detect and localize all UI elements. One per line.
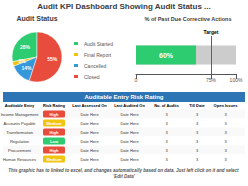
svg-text:3: 3 — [224, 112, 227, 117]
svg-text:Audit Status: Audit Status — [16, 15, 57, 22]
svg-text:Date Here: Date Here — [80, 139, 99, 144]
svg-text:3: 3 — [224, 121, 227, 126]
svg-text:60%: 60% — [159, 52, 174, 59]
svg-text:Date Here: Date Here — [80, 121, 99, 126]
svg-text:3: 3 — [165, 148, 168, 153]
svg-text:Date Here: Date Here — [120, 148, 139, 153]
svg-text:3: 3 — [196, 148, 199, 153]
svg-text:Human Resources: Human Resources — [3, 157, 36, 162]
svg-text:No. of Audits: No. of Audits — [154, 103, 180, 108]
svg-text:High: High — [50, 112, 59, 117]
svg-text:3: 3 — [196, 139, 199, 144]
svg-text:Target: Target — [204, 29, 219, 35]
svg-text:Medium: Medium — [46, 157, 62, 162]
svg-text:Audit KPI Dashboard Showing Au: Audit KPI Dashboard Showing Audit Status… — [37, 2, 210, 11]
svg-text:Date Here: Date Here — [120, 130, 139, 135]
svg-text:Final Report: Final Report — [84, 52, 112, 58]
svg-text:3: 3 — [196, 130, 199, 135]
svg-text:3: 3 — [196, 112, 199, 117]
svg-text:Income Management: Income Management — [1, 112, 39, 117]
svg-text:75%: 75% — [206, 77, 217, 83]
svg-text:Date Here: Date Here — [80, 112, 99, 117]
svg-text:Date Here: Date Here — [80, 148, 99, 153]
svg-text:3: 3 — [165, 121, 168, 126]
svg-text:3: 3 — [224, 157, 227, 162]
svg-text:Risk Rating: Risk Rating — [43, 103, 66, 108]
svg-text:Last Audited On: Last Audited On — [114, 103, 145, 108]
svg-text:Transformation: Transformation — [6, 130, 33, 135]
svg-text:High: High — [50, 130, 59, 135]
svg-text:Auditable Entry: Auditable Entry — [5, 103, 35, 108]
svg-text:Last Assessed On: Last Assessed On — [72, 103, 107, 108]
svg-text:3: 3 — [165, 157, 168, 162]
svg-text:High: High — [50, 148, 59, 153]
svg-text:Date Here: Date Here — [120, 112, 139, 117]
svg-text:3: 3 — [165, 139, 168, 144]
svg-text:3: 3 — [224, 139, 227, 144]
svg-text:3: 3 — [196, 121, 199, 126]
svg-text:% of Past Due Corrective Actio: % of Past Due Corrective Actions — [145, 16, 232, 22]
svg-text:Procurement: Procurement — [8, 148, 32, 153]
svg-text:55%: 55% — [47, 56, 58, 62]
svg-text:100%: 100% — [230, 77, 243, 83]
svg-text:Date Here: Date Here — [120, 121, 139, 126]
svg-text:Regulation: Regulation — [10, 139, 29, 144]
svg-text:Open Issues: Open Issues — [214, 103, 239, 108]
svg-text:Date Here: Date Here — [120, 157, 139, 162]
svg-text:3: 3 — [224, 148, 227, 153]
svg-text:Low: Low — [50, 139, 59, 144]
svg-text:3: 3 — [165, 130, 168, 135]
svg-text:This graphic has to linked to: This graphic has to linked to excel, and… — [8, 168, 239, 173]
svg-text:3: 3 — [165, 112, 168, 117]
svg-text:3: 3 — [224, 130, 227, 135]
svg-text:Date Here: Date Here — [80, 130, 99, 135]
svg-text:3: 3 — [196, 157, 199, 162]
svg-text:'Edit Data': 'Edit Data' — [113, 174, 136, 179]
svg-text:Date Here: Date Here — [80, 157, 99, 162]
svg-text:0: 0 — [135, 77, 138, 83]
svg-text:Auditable Entry Risk Rating: Auditable Entry Risk Rating — [84, 94, 163, 100]
svg-text:3%: 3% — [18, 58, 26, 64]
svg-text:Till Date: Till Date — [189, 103, 205, 108]
svg-text:Medium: Medium — [46, 121, 62, 126]
svg-text:Accounts Payable: Accounts Payable — [3, 121, 36, 126]
svg-text:28%: 28% — [20, 44, 31, 50]
svg-text:Audit Started: Audit Started — [84, 41, 113, 47]
svg-text:14%: 14% — [21, 65, 32, 71]
svg-text:Cancelled: Cancelled — [84, 63, 106, 69]
svg-text:Closed: Closed — [84, 74, 100, 80]
svg-text:Date Here: Date Here — [120, 139, 139, 144]
